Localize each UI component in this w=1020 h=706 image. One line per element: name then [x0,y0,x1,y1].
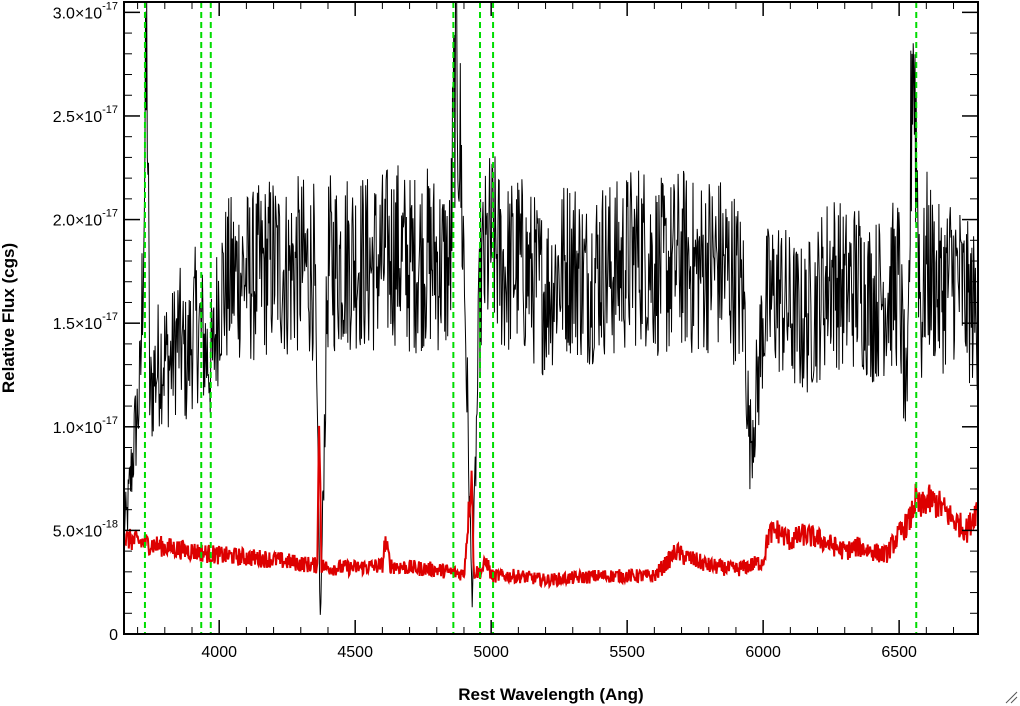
y-tick-label: 1.0×10-17 [53,415,118,437]
y-tick-label: 3.0×10-17 [53,0,118,22]
y-tick-label: 0 [109,627,118,644]
vertical-line-layer [143,2,918,634]
y-axis-title: Relative Flux (cgs) [0,243,18,393]
resize-grip-icon[interactable] [1004,690,1018,704]
x-tick-label: 5000 [473,644,509,661]
spectrum-series-line-0 [123,1,979,615]
y-tick-label: 5.0×10-18 [53,518,118,540]
x-axis-title: Rest Wavelength (Ang) [458,685,643,704]
tick-layer [124,2,978,635]
x-tick-label: 6000 [745,644,781,661]
x-tick-label: 5500 [609,644,645,661]
x-tick-label: 6500 [881,644,917,661]
plot-frame [123,1,979,635]
spectrum-series-line-1 [123,425,979,590]
series-layer [123,1,979,615]
y-tick-label: 2.0×10-17 [53,208,118,230]
y-tick-label: 2.5×10-17 [53,104,118,126]
x-tick-label: 4500 [337,644,373,661]
x-tick-label: 4000 [201,644,237,661]
tick-label-layer: 4000 4500 5000 5500 6000 6500 0 5.0×10-18 1.0×10… [53,0,917,661]
y-tick-label: 1.5×10-17 [53,311,118,333]
